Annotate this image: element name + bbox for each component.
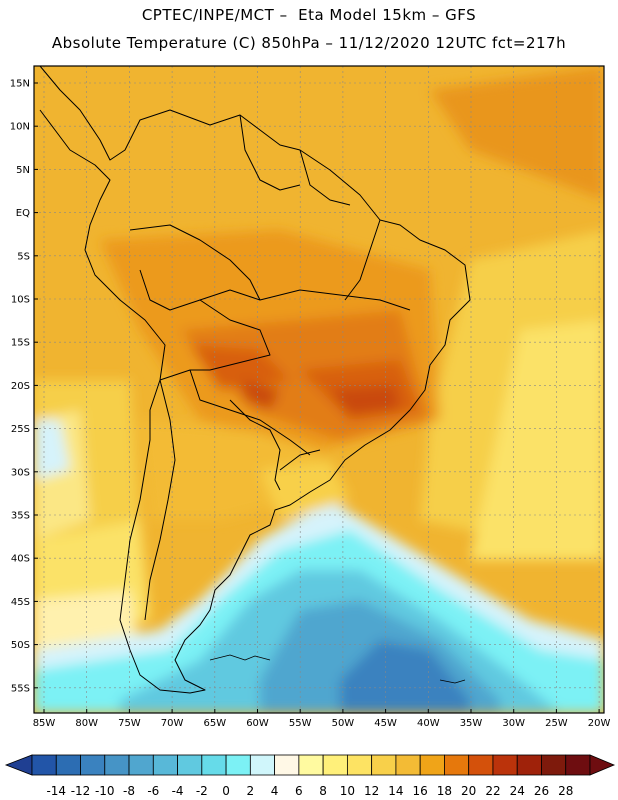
lon-label: 40W: [417, 718, 440, 729]
colorbar-swatch: [201, 754, 227, 776]
lat-label: 10S: [11, 295, 30, 306]
colorbar-tick-label: -12: [71, 784, 91, 798]
colorbar-tick-label: -14: [46, 784, 66, 798]
lat-label: 45S: [11, 597, 30, 608]
colorbar-tick-label: 12: [364, 784, 379, 798]
colorbar-swatch: [31, 754, 57, 776]
colorbar-swatch: [249, 754, 276, 776]
colorbar-tick-label: 0: [222, 784, 230, 798]
colorbar-tick-label: 16: [413, 784, 428, 798]
map-frame: [33, 65, 605, 714]
colorbar-tick-label: 26: [534, 784, 549, 798]
colorbar-swatch: [177, 754, 203, 776]
colorbar-swatch: [55, 754, 81, 776]
colorbar-tick-label: -10: [95, 784, 115, 798]
colorbar-tick-label: 10: [340, 784, 355, 798]
colorbar-swatch: [128, 754, 154, 776]
latitude-labels: 15N 10N 5N EQ 5S 10S 15S 20S 25S 30S 35S 40S 45S 50S 5…: [10, 79, 38, 694]
colorbar-swatch: [395, 754, 421, 776]
colorbar-swatch: [225, 754, 251, 776]
lat-label: 5N: [16, 165, 30, 176]
lon-label: 30W: [502, 718, 525, 729]
map-title: CPTEC/INPE/MCT – Eta Model 15km – GFS: [141, 6, 477, 24]
colorbar-tick-label: -4: [172, 784, 184, 798]
lon-label: 25W: [545, 718, 568, 729]
colorbar: [4, 754, 616, 776]
lat-label: 40S: [11, 554, 30, 565]
colorbar-tick-label: 2: [247, 784, 255, 798]
temperature-field: [34, 66, 604, 713]
lat-label: 35S: [11, 511, 30, 522]
lon-label: 70W: [161, 718, 184, 729]
colorbar-tick-labels: -14 -12 -10 -8 -6 -4 -2 0 2 4 6 8 10 12 14 16 18 20 22 24 26…: [46, 784, 573, 798]
colorbar-tick-label: 8: [319, 784, 327, 798]
lon-label: 35W: [460, 718, 483, 729]
colorbar-under-arrow: [4, 754, 33, 776]
coastline-and-borders: [39, 65, 471, 694]
colorbar-swatch: [444, 754, 470, 776]
colorbar-swatch: [274, 754, 300, 776]
colorbar-over-arrow: [589, 754, 616, 776]
colorbar-tick-label: -2: [196, 784, 208, 798]
lat-label: EQ: [16, 208, 30, 219]
colorbar-tick-label: 22: [485, 784, 500, 798]
colorbar-swatch: [565, 754, 591, 776]
colorbar-swatch: [322, 754, 348, 776]
lat-label: 5S: [17, 251, 30, 262]
lon-label: 85W: [33, 718, 56, 729]
lat-label: 55S: [11, 683, 30, 694]
lon-label: 50W: [332, 718, 355, 729]
colorbar-swatch: [371, 754, 397, 776]
colorbar-tick-label: 18: [437, 784, 452, 798]
lat-label: 50S: [11, 640, 30, 651]
colorbar-swatch: [468, 754, 494, 776]
colorbar-tick-label: 24: [510, 784, 525, 798]
colorbar-swatch: [346, 754, 373, 776]
lon-label: 60W: [246, 718, 269, 729]
colorbar-swatch: [419, 754, 445, 776]
lon-label: 45W: [374, 718, 397, 729]
colorbar-swatch: [104, 754, 130, 776]
lon-label: 65W: [203, 718, 226, 729]
colorbar-tick-label: 14: [388, 784, 403, 798]
colorbar-swatch: [152, 754, 178, 776]
map-subtitle: Absolute Temperature (C) 850hPa – 11/12/…: [51, 34, 567, 52]
lat-label: 25S: [11, 424, 30, 435]
lat-label: 10N: [10, 122, 30, 133]
lat-label: 30S: [11, 467, 30, 478]
lon-label: 20W: [588, 718, 611, 729]
colorbar-swatch: [492, 754, 518, 776]
longitude-labels: 85W 80W 75W 70W 65W 60W 55W 50W 45W 40W 35W 30W 25W 2…: [33, 709, 611, 729]
grid-lines: [34, 66, 604, 713]
lon-label: 80W: [75, 718, 98, 729]
colorbar-tick-label: -6: [147, 784, 159, 798]
colorbar-tick-label: 6: [295, 784, 303, 798]
lat-label: 15N: [10, 79, 30, 90]
colorbar-tick-label: 4: [271, 784, 279, 798]
colorbar-swatch: [541, 754, 567, 776]
lon-label: 75W: [118, 718, 141, 729]
lon-label: 55W: [289, 718, 312, 729]
colorbar-swatch: [298, 754, 324, 776]
colorbar-tick-label: -8: [123, 784, 135, 798]
lat-label: 20S: [11, 381, 30, 392]
colorbar-tick-label: 28: [558, 784, 573, 798]
colorbar-swatch: [80, 754, 106, 776]
colorbar-tick-label: 20: [461, 784, 476, 798]
colorbar-swatch: [516, 754, 542, 776]
lat-label: 15S: [11, 338, 30, 349]
